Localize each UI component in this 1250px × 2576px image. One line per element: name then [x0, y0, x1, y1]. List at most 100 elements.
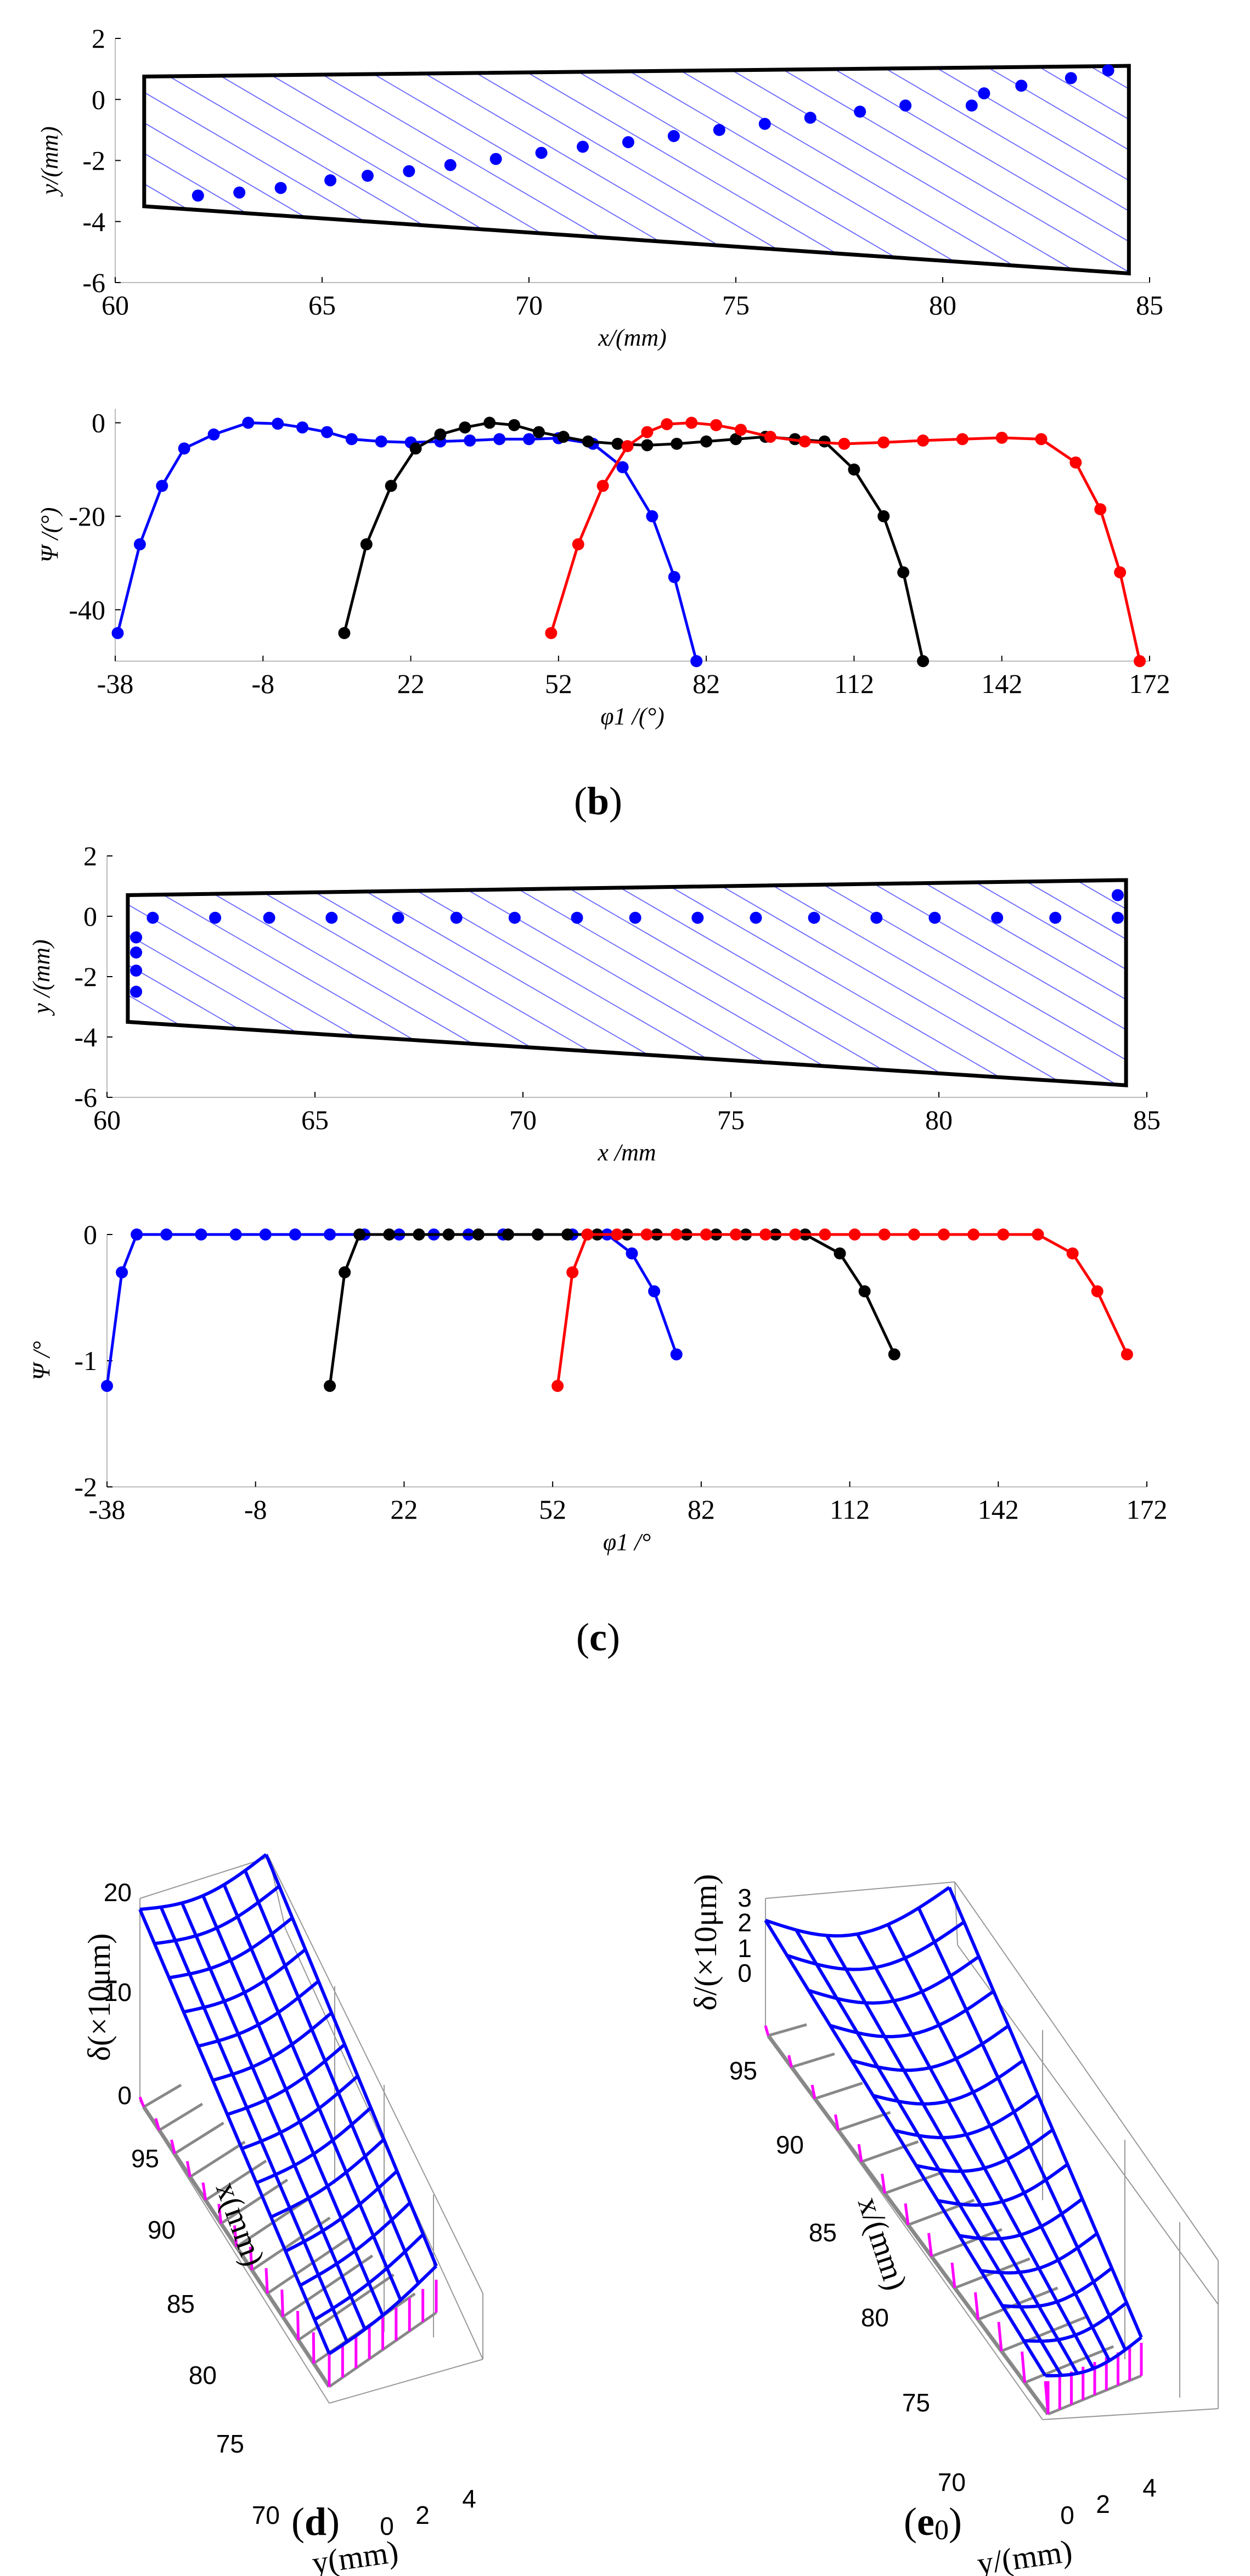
y-tick-label: 2	[415, 2501, 430, 2529]
series-point-black	[917, 655, 930, 667]
series-point-black	[338, 627, 351, 639]
data-point	[750, 911, 762, 924]
y-tick-label: 0	[92, 84, 105, 115]
hatch-line	[773, 880, 1127, 1085]
series-point-red	[566, 1266, 579, 1278]
magenta-drop	[280, 2289, 284, 2317]
data-point	[263, 911, 275, 924]
data-point	[577, 140, 589, 153]
mesh-line-u	[139, 1853, 267, 1911]
data-point	[233, 186, 246, 199]
hatch-line	[990, 66, 1129, 274]
series-point-blue	[626, 1247, 638, 1260]
magenta-drop	[997, 2321, 1003, 2352]
series-point-black	[888, 1348, 900, 1361]
data-point	[928, 911, 941, 924]
series-point-blue	[648, 1285, 661, 1298]
series-point-black	[483, 416, 496, 429]
floor-line	[861, 2140, 919, 2163]
series-point-black	[360, 538, 373, 551]
series-point-red	[710, 419, 723, 431]
series-point-red	[764, 431, 776, 443]
y-axis-label: y/(mm)	[36, 126, 63, 197]
series-point-blue	[646, 510, 658, 522]
data-point	[130, 931, 143, 944]
hatch-line	[886, 66, 1129, 274]
series-line-blue	[105, 1233, 678, 1386]
series-point-red	[596, 480, 609, 492]
series-point-black	[532, 426, 545, 438]
series-point-blue	[116, 1266, 128, 1278]
hatch-line	[938, 66, 1129, 274]
x-tick-label: 70	[938, 2468, 966, 2496]
magenta-drop	[217, 2203, 223, 2224]
series-point-red	[670, 1228, 683, 1241]
x-tick-label: 80	[189, 2361, 217, 2389]
y-tick-label: 2	[1096, 2490, 1110, 2518]
magenta-drop	[974, 2292, 979, 2320]
series-point-blue	[320, 426, 333, 438]
series-line-black	[342, 421, 925, 662]
box-edge	[1042, 2408, 1219, 2420]
magenta-drop	[857, 2144, 863, 2162]
x-axis-label: x /mm	[597, 1139, 656, 1166]
series-point-red	[819, 1228, 831, 1241]
hatch-line	[669, 880, 1087, 1085]
floor-line	[297, 2273, 395, 2342]
floor-line	[158, 2102, 204, 2132]
z-tick-label: 20	[104, 1878, 132, 1907]
y-tick-label: -2	[82, 145, 105, 176]
panel-label-c: (c)	[576, 1615, 620, 1659]
series-point-blue	[101, 1380, 113, 1392]
data-point	[629, 911, 641, 924]
mesh-line-v	[855, 1933, 1095, 2370]
series-point-black	[502, 1228, 514, 1241]
workpiece-outline	[126, 878, 1128, 1087]
magenta-drop	[1021, 2351, 1026, 2383]
x-axis-label: x/(mm)	[598, 324, 667, 351]
floor-line	[266, 2235, 352, 2295]
series-point-blue	[156, 480, 168, 492]
series-point-blue	[242, 416, 255, 429]
data-point	[450, 911, 463, 924]
x-tick-label: 22	[397, 668, 425, 699]
x-tick-label: 85	[167, 2290, 195, 2318]
series-point-red	[1114, 566, 1127, 579]
y-tick-label: 0	[1060, 2501, 1074, 2529]
data-point	[192, 189, 204, 202]
data-point	[147, 911, 159, 924]
y-tick-label: -6	[74, 1082, 97, 1113]
series-point-black	[383, 1228, 396, 1241]
floor-line	[220, 2178, 289, 2225]
series-point-red	[545, 627, 558, 639]
y-tick-label: 4	[1142, 2473, 1157, 2502]
hatch-line	[721, 880, 1127, 1085]
z-tick-label: 1	[737, 1934, 752, 1963]
series-point-black	[858, 1285, 871, 1298]
hatch-line	[781, 66, 1129, 274]
chart-xy-lower: 60 65 70 75 80 85 2 0 -2 -4 -6 x /mm y /(mm)	[28, 841, 1250, 1166]
hatch-line	[573, 66, 991, 274]
x-tick-label: 65	[301, 1104, 329, 1135]
floor-line	[251, 2217, 331, 2271]
series-point-red	[581, 1228, 594, 1241]
series-point-blue	[229, 1228, 242, 1241]
y-tick-label: 4	[462, 2484, 476, 2513]
y-tick-label: 0	[92, 408, 105, 438]
magenta-drop	[904, 2203, 910, 2225]
y-tick-label: -6	[82, 267, 105, 298]
data-point	[622, 136, 634, 149]
series-point-blue	[272, 418, 284, 430]
chart-psi-lower: -38 -8 22 52 82 112 142 172 0 -1 -2 φ1 /° Ψ /°	[28, 1219, 1168, 1555]
hatch-line	[1139, 856, 1250, 1097]
series-point-blue	[668, 571, 680, 583]
series-point-red	[759, 1228, 772, 1241]
magenta-drop	[296, 2310, 300, 2341]
mesh-line-v	[764, 1919, 1047, 2377]
x-tick-label: 112	[830, 1494, 870, 1525]
magenta-drop	[138, 2096, 145, 2107]
hatch-line	[1034, 880, 1127, 1085]
data-point	[804, 111, 817, 124]
series-point-red	[611, 1228, 623, 1241]
